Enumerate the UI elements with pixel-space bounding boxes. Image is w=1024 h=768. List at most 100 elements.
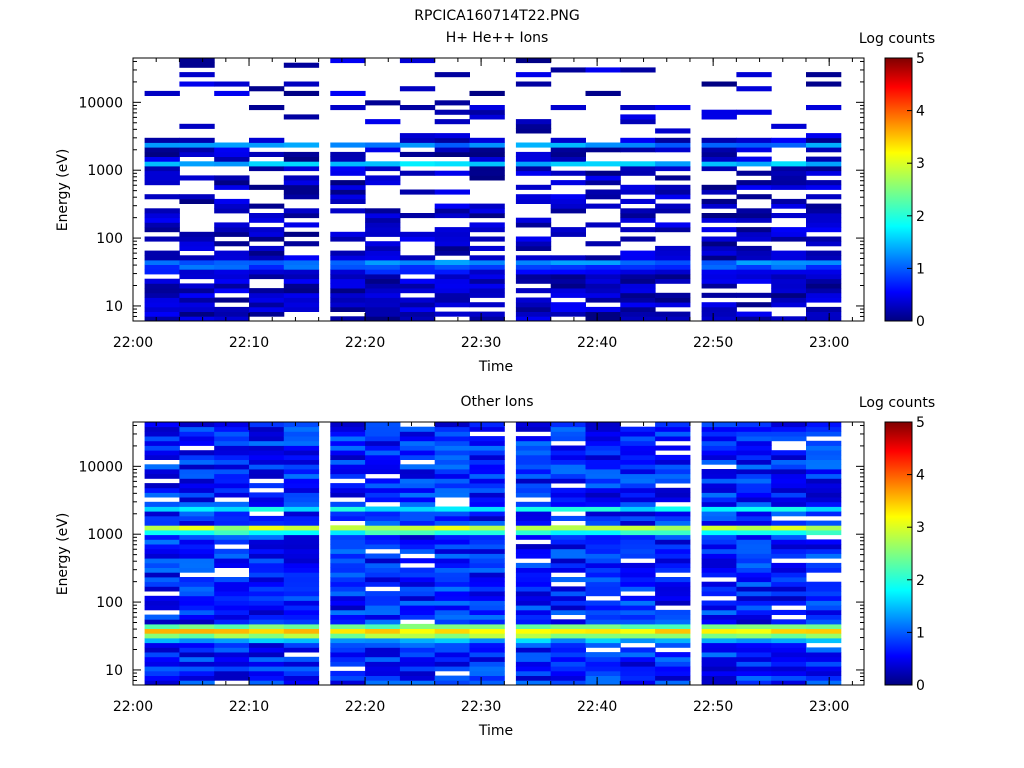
heatmap-cell — [144, 661, 180, 667]
heatmap-cell — [283, 515, 320, 521]
heatmap-cell — [214, 142, 250, 148]
heatmap-cell — [144, 469, 180, 475]
heatmap-cell — [283, 577, 320, 583]
heatmap-cell — [399, 105, 436, 111]
heatmap-cell — [620, 426, 656, 432]
heatmap-cell — [806, 156, 842, 162]
heatmap-cell — [144, 217, 180, 223]
heatmap-cell — [179, 175, 215, 181]
heatmap-cell — [399, 572, 436, 578]
heatmap-cell — [771, 184, 807, 190]
heatmap-cell — [283, 525, 320, 531]
heatmap-cell — [585, 666, 621, 672]
heatmap-cell — [214, 666, 250, 672]
heatmap-cell — [701, 156, 737, 162]
heatmap-cell — [330, 426, 366, 432]
heatmap-cell — [736, 142, 772, 148]
heatmap-cell — [620, 255, 656, 261]
heatmap-cell — [434, 292, 470, 298]
heatmap-cell — [771, 675, 807, 681]
heatmap-cell — [550, 609, 586, 615]
heatmap-cell — [806, 81, 842, 87]
heatmap-cell — [771, 497, 807, 503]
heatmap-cell — [283, 661, 320, 667]
heatmap-cell — [515, 478, 552, 484]
heatmap-cell — [283, 638, 320, 644]
heatmap-cell — [283, 553, 320, 559]
heatmap-cell — [365, 245, 401, 251]
heatmap-cell — [515, 436, 552, 442]
heatmap-cell — [330, 436, 366, 442]
heatmap-cell — [701, 217, 737, 223]
heatmap-cell — [620, 633, 656, 639]
heatmap-cell — [806, 473, 842, 479]
heatmap-cell — [806, 562, 842, 568]
heatmap-cell — [179, 680, 215, 686]
heatmap-cell — [179, 274, 215, 280]
heatmap-cell — [399, 161, 436, 167]
heatmap-cell — [283, 609, 320, 615]
heatmap-cell — [585, 259, 621, 265]
x-tick-label: 22:30 — [461, 699, 501, 715]
heatmap-cell — [365, 464, 401, 470]
heatmap-cell — [469, 90, 505, 96]
heatmap-cell — [620, 274, 656, 280]
heatmap-cell — [515, 170, 552, 176]
heatmap-cell — [283, 445, 320, 451]
heatmap-cell — [655, 302, 691, 308]
heatmap-cell — [515, 217, 552, 223]
heatmap-cell — [179, 245, 215, 251]
heatmap-cell — [434, 278, 470, 284]
heatmap-cell — [655, 520, 691, 526]
heatmap-cell — [585, 445, 621, 451]
heatmap-cell — [365, 445, 401, 451]
heatmap-cell — [550, 501, 586, 507]
heatmap-cell — [434, 109, 470, 115]
heatmap-cell — [249, 306, 285, 312]
heatmap-cell — [469, 255, 505, 261]
heatmap-cell — [214, 619, 250, 625]
heatmap-cell — [214, 487, 250, 493]
heatmap-cell — [585, 581, 621, 587]
heatmap-cell — [434, 600, 470, 606]
heatmap-cell — [330, 297, 366, 303]
heatmap-cell — [434, 609, 470, 615]
heatmap-cell — [330, 619, 366, 625]
heatmap-cell — [144, 614, 180, 620]
heatmap-cell — [515, 473, 552, 479]
heatmap-cell — [515, 245, 552, 251]
heatmap-cell — [806, 530, 842, 536]
heatmap-cell — [144, 302, 180, 308]
heatmap-cell — [550, 469, 586, 475]
heatmap-cell — [515, 680, 552, 686]
heatmap-cell — [399, 647, 436, 653]
heatmap-cell — [701, 647, 737, 653]
heatmap-cell — [144, 292, 180, 298]
heatmap-cell — [736, 245, 772, 251]
heatmap-cell — [365, 591, 401, 597]
heatmap-cell — [771, 180, 807, 186]
heatmap-cell — [144, 269, 180, 275]
heatmap-cell — [283, 647, 320, 653]
heatmap-cell — [330, 647, 366, 653]
heatmap-cell — [736, 483, 772, 489]
heatmap-cell — [249, 151, 285, 157]
heatmap-cell — [736, 469, 772, 475]
heatmap-cell — [434, 605, 470, 611]
heatmap-cell — [249, 614, 285, 620]
heatmap-cell — [283, 567, 320, 573]
heatmap-cell — [469, 288, 505, 294]
heatmap-cell — [585, 450, 621, 456]
heatmap-cell — [365, 227, 401, 233]
heatmap-cell — [283, 544, 320, 550]
heatmap-cell — [515, 515, 552, 521]
heatmap-cell — [365, 558, 401, 564]
y-tick-label: 10000 — [78, 459, 123, 475]
heatmap-cell — [434, 586, 470, 592]
heatmap-cell — [434, 595, 470, 601]
heatmap-cell — [469, 581, 505, 587]
heatmap-cell — [620, 544, 656, 550]
heatmap-cell — [771, 548, 807, 554]
heatmap-cell — [701, 506, 737, 512]
